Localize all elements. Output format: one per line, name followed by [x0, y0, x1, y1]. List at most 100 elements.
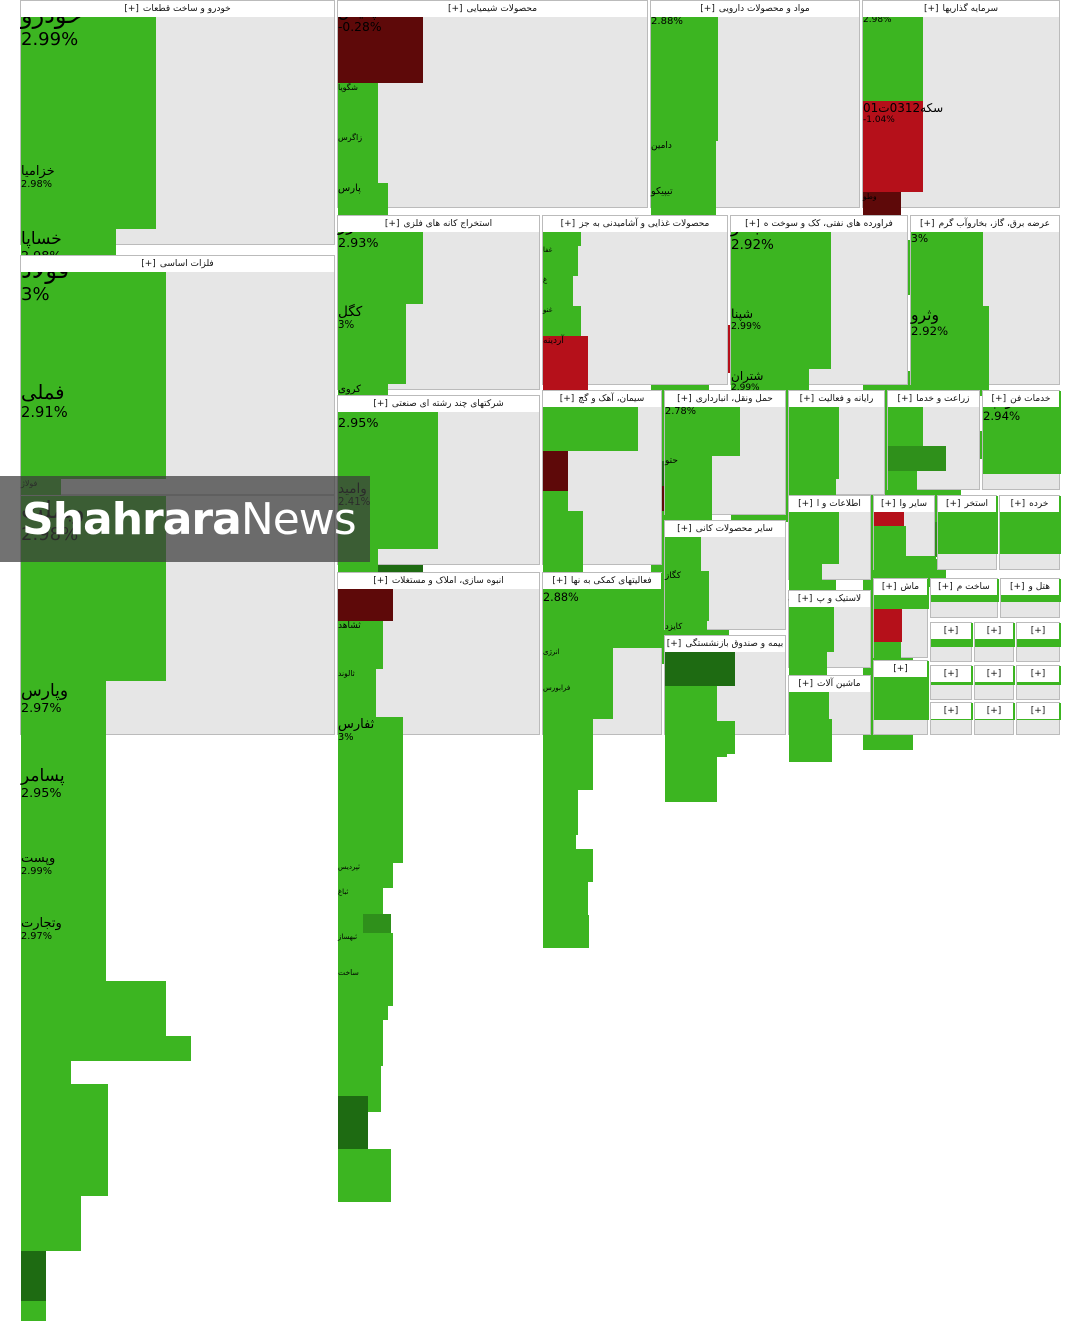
tile-change: -1.04%	[863, 115, 895, 125]
tile: فملی 2.91%	[21, 381, 166, 479]
sector-header[interactable]: [+]	[874, 661, 927, 677]
sector: [+] رایانه و فعالیت	[788, 390, 885, 596]
sector-header[interactable]: [+] رایانه و فعالیت	[789, 391, 884, 407]
sector-title: خدمات فن	[1010, 394, 1051, 404]
sector-header[interactable]: [+] فراورده های نفتی، کک و سوخت ه	[731, 216, 907, 232]
sector: [+]محصولات غذایی و آشامیدنی به جزبهپاکغف…	[542, 215, 728, 948]
sector-header[interactable]: [+] سایر وا	[874, 496, 934, 512]
sector-header[interactable]: [+] شرکتهای چند رشته ای صنعتی	[338, 396, 539, 412]
sector-header[interactable]: [+]	[975, 666, 1013, 682]
sector-header[interactable]: [+] عرضه برق، گاز، بخاروآب گرم	[911, 216, 1059, 232]
expand-marker: [+]	[373, 576, 388, 586]
tile-label: وپست	[21, 851, 56, 866]
sector: [+]	[974, 665, 1015, 700]
sector: [+]استخراج کانه های فلزیفزر2.93%کگل3%کرو…	[337, 215, 540, 730]
expand-marker: [+]	[943, 626, 959, 636]
sector-header[interactable]: [+]	[975, 703, 1013, 719]
watermark-brand: Shahrara	[22, 493, 242, 545]
sector-header[interactable]: [+] محصولات شیمیایی	[338, 1, 647, 17]
sector-header[interactable]: [+]	[1017, 623, 1059, 639]
expand-marker: [+]	[384, 219, 400, 229]
expand-marker: [+]	[938, 582, 953, 592]
tile: زاگرس	[338, 133, 378, 183]
tile-label: خساپا	[21, 229, 62, 249]
tile-change: 2.99%	[731, 321, 761, 332]
sector-header[interactable]: [+] خدمات فن	[983, 391, 1059, 407]
tile-label: شپنا	[731, 306, 753, 321]
sector-header[interactable]: [+] استخر	[938, 496, 996, 512]
sector-title: لاستیک و پ	[816, 594, 862, 604]
tile-label: وثرو	[911, 306, 940, 324]
tile-label: حتو	[665, 456, 678, 466]
expand-marker: [+]	[986, 706, 1002, 716]
sector-header[interactable]: [+]	[931, 666, 971, 682]
sector-header[interactable]: [+] ماش	[874, 579, 927, 595]
sector-title: بیمه و صندوق بازنشستگی	[685, 639, 784, 649]
sector-header[interactable]: [+] فلزات اساسی	[21, 256, 334, 272]
tile: ثبهساز	[338, 933, 393, 968]
sector-header[interactable]: [+] انبوه سازی، املاک و مستغلات	[338, 573, 539, 589]
tile-change: 2.99%	[21, 29, 79, 50]
tile	[543, 797, 578, 835]
expand-marker: [+]	[799, 394, 815, 404]
expand-marker: [+]	[943, 669, 959, 679]
sector-title: عرضه برق، گاز، بخاروآب گرم	[938, 219, 1050, 229]
tile-label: ثباغ	[338, 888, 349, 896]
sector-header[interactable]: [+] خرده	[1000, 496, 1059, 512]
sector-title: سایر وا	[899, 499, 928, 509]
expand-marker: [+]	[677, 394, 692, 404]
sector-header[interactable]: [+]	[931, 703, 971, 719]
sector-title: خودرو و ساخت قطعات	[142, 4, 231, 14]
tile-label: ثپردیس	[338, 863, 360, 871]
expand-marker: [+]	[893, 664, 908, 674]
sector-header[interactable]: [+] محصولات غذایی و آشامیدنی به جز	[543, 216, 727, 232]
sector-header[interactable]: [+] سایر محصولات کانی	[665, 521, 785, 537]
sector-header[interactable]: [+]	[1017, 703, 1059, 719]
sector-header[interactable]: [+]	[975, 623, 1013, 639]
tile	[338, 1096, 368, 1149]
sector: [+]ماشپترانس	[873, 578, 929, 675]
sector: [+] هتل و	[1000, 578, 1061, 618]
sector-header[interactable]: [+] سیمان، آهک و گچ	[543, 391, 661, 407]
tile-label: کگل	[338, 304, 363, 320]
tile-label: وتجارت	[21, 916, 62, 931]
tile-label: فملی	[21, 381, 65, 404]
tile-change: 2.91%	[21, 404, 68, 421]
tile-change: 2.95%	[338, 416, 379, 431]
watermark-suffix: News	[240, 493, 357, 545]
sector-header[interactable]: [+]	[931, 623, 971, 639]
sector-header[interactable]: [+] ماشین آلات	[789, 676, 870, 692]
sector-title: سایر محصولات کانی	[695, 524, 773, 534]
sector-title: فلزات اساسی	[159, 259, 214, 269]
sector-header[interactable]: [+] استخراج کانه های فلزی	[338, 216, 539, 232]
expand-marker: [+]	[1009, 582, 1025, 592]
tile-label: خزامیا	[21, 164, 55, 179]
sector-header[interactable]: [+] حمل ونقل، انبارداری	[665, 391, 785, 407]
tile: ثالوند	[338, 669, 376, 717]
sector-header[interactable]: [+] ساخت م	[931, 579, 997, 595]
sector: [+]حمل ونقل، انبارداریحکشتی2.78%حتو	[664, 390, 786, 607]
tile-label: کایزد	[665, 621, 683, 631]
expand-marker: [+]	[745, 219, 760, 229]
tile-change: 2.94%	[983, 409, 1021, 423]
tile: انرژی	[543, 648, 613, 683]
tile-change: 3%	[21, 284, 50, 305]
tile-label: سکه0312ت01	[863, 101, 944, 115]
tile: دامین	[651, 141, 716, 186]
sector-header[interactable]: [+]	[1017, 666, 1059, 682]
tile: شپنا 2.99%	[731, 306, 831, 369]
tile-change: 2.92%	[911, 324, 949, 338]
sector-header[interactable]: [+] بیمه و صندوق بازنشستگی	[665, 636, 785, 652]
sector-header[interactable]: [+] زراعت و خدما	[888, 391, 979, 407]
sector-header[interactable]: [+] مواد و محصولات دارویی	[651, 1, 859, 17]
sector-header[interactable]: [+] فعالیتهای کمکی به نها	[543, 573, 661, 589]
tile: پسامر 2.95%	[21, 766, 106, 851]
tile	[21, 1121, 56, 1181]
sector-header[interactable]: [+] خودرو و ساخت قطعات	[21, 1, 334, 17]
sector-header[interactable]: [+] لاستیک و پ	[789, 591, 870, 607]
sector: [+]لاستیک و پپکویر	[788, 590, 871, 713]
sector-header[interactable]: [+] سرمایه گذاریها	[863, 1, 1059, 17]
tile: کگاز	[665, 571, 709, 621]
sector-header[interactable]: [+] اطلاعات و ا	[789, 496, 870, 512]
sector-header[interactable]: [+] هتل و	[1001, 579, 1059, 595]
